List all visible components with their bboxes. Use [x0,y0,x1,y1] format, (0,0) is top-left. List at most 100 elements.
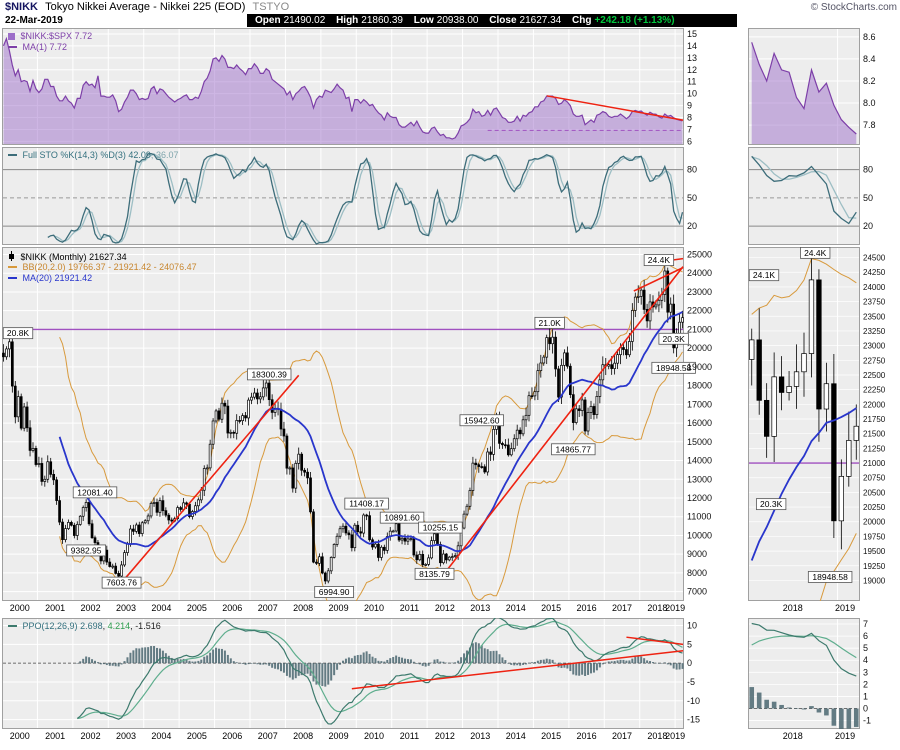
ratio-panel: 6 78 9 10 11 12 13 14 15 [2,28,697,145]
year-label: 2016 [576,731,597,741]
x-axis-row-ppo: 2000 2001 2002 2003 2004 2005 2006 2007 2008 2009… [0,731,900,744]
year-label: 2017 [611,731,633,741]
y-axis-label: 24000 [863,283,886,292]
year-label: 2008 [293,731,314,741]
low-label: Low [413,15,434,26]
year-label: 2010 [363,731,385,741]
year-label: 2009 [328,603,349,613]
y-axis-label: 8000 [687,568,707,578]
y-axis-label: 6 [687,136,692,145]
y-axis-label: -15 [687,715,700,725]
chart-title: Tokyo Nikkei Average - Nikkei 225 (EOD) [45,1,246,13]
y-axis-label: 21000 [863,459,886,468]
y-axis-label: 7.8 [863,120,876,130]
y-axis-label: 21500 [863,430,886,439]
ma20-label: MA(20) [22,273,53,283]
year-label: 2007 [257,731,278,741]
chart-annotation: 7603.76 [106,578,137,588]
chart-annotation: 24.4K [648,255,671,265]
year-label: 2006 [222,603,243,613]
y-axis-label: 19500 [863,547,886,556]
chart-annotation: 6994.90 [319,587,350,597]
y-axis-label: 10 [687,621,697,631]
y-axis-label: 8.4 [863,54,876,64]
year-label: 2011 [399,731,420,741]
y-axis-label: 22750 [863,356,886,365]
year-label: 2015 [541,603,562,613]
year-label: 2013 [470,731,491,741]
ratio-legend: $NIKK:$SPX 7.72 MA(1) 7.72 [8,31,92,53]
y-axis-label: 20250 [863,503,886,512]
ratio-ma-label: MA(1) [22,42,48,52]
y-axis-label: 13000 [687,474,712,484]
chart-annotation: 8135.79 [419,569,450,579]
year-label: 2018 [782,603,803,613]
y-axis-label: 23000 [687,287,712,297]
y-axis-label: 2 [863,679,868,689]
ppo-signal-value: 4.214 [107,621,131,631]
price-series-value: 21627.34 [89,252,127,262]
y-axis-label: 50 [687,193,697,203]
y-axis-label: -10 [687,696,700,706]
year-label: 2005 [186,603,207,613]
chart-annotation: 10891.60 [384,513,420,523]
chart-annotation: 9382.95 [71,545,102,555]
y-axis-label: 4 [863,655,868,665]
y-axis-label: 22000 [863,400,886,409]
chart-annotation: 10255.15 [423,523,459,533]
year-label: 2015 [541,731,562,741]
year-label: 2019 [835,603,856,613]
ppo-value: 2.698 [80,621,103,631]
y-axis-label: 20 [863,221,873,231]
y-axis-label: 11 [687,77,696,87]
chart-annotation: 24.4K [804,248,827,258]
chart-header: $NIKK Tokyo Nikkei Average - Nikkei 225 … [5,1,289,13]
chart-annotation: 12081.40 [77,487,113,497]
bollinger-line-icon [8,266,17,268]
quote-bar: Open 21490.02 High 21860.39 Low 20938.00 Cl… [247,14,737,27]
y-axis-label: 16000 [687,418,712,428]
ppo-legend: PPO(12,26,9) 2.698, 4.214, -1.516 [8,621,161,632]
year-label: 2019 [665,603,686,613]
y-axis-label: 22500 [863,371,886,380]
year-label: 2012 [434,731,455,741]
ma20-value: 21921.42 [54,273,93,283]
y-axis-label: 23750 [863,298,886,307]
y-axis-label: 22000 [687,306,712,316]
year-label: 2000 [9,731,30,741]
candles-group [749,257,859,550]
open-value: 21490.02 [283,15,326,26]
year-label: 2003 [115,603,137,613]
y-axis-label: 1 [863,691,868,701]
y-axis-label: 20 [687,221,697,231]
year-label: 2014 [505,731,526,741]
y-axis-label: 15000 [687,437,712,447]
year-label: 2002 [80,603,101,613]
y-axis-label: 21750 [863,415,886,424]
y-axis-label: 5 [687,639,692,649]
y-axis-label: 8.6 [863,32,876,42]
high-label: High [336,15,359,26]
exchange-code: TSTYO [252,1,290,13]
y-axis-label: 12 [687,65,697,75]
y-axis-label: -5 [687,677,695,687]
ratio-series-label: $NIKK:$SPX [20,31,73,41]
year-label: 2013 [470,603,491,613]
ppo-label: PPO(12,26,9) [22,621,78,631]
chart-annotation: 20.3K [760,499,783,509]
price-panel: 20.8K 12081.40 9382.95 7603.76 18300.39 6994.… [2,247,712,601]
symbol: $NIKK [5,1,39,13]
y-axis-label: 13 [687,53,697,63]
ppo-panel-zoom: -1 0 1 2 3 4 5 6 7 [748,618,871,729]
year-label: 2011 [399,603,420,613]
year-label: 2007 [257,603,278,613]
y-axis-label: 23500 [863,312,886,321]
ratio-series-value: 7.72 [74,31,93,41]
chart-annotation: 21.0K [539,318,562,328]
chart-annotation: 20.8K [7,328,30,338]
year-label: 2018 [647,603,668,613]
y-axis-label: 14000 [687,456,712,466]
price-legend: $NIKK (Monthly) 21627.34 BB(20,2.0) 1976… [8,251,197,284]
y-axis-label: -1 [863,716,871,726]
